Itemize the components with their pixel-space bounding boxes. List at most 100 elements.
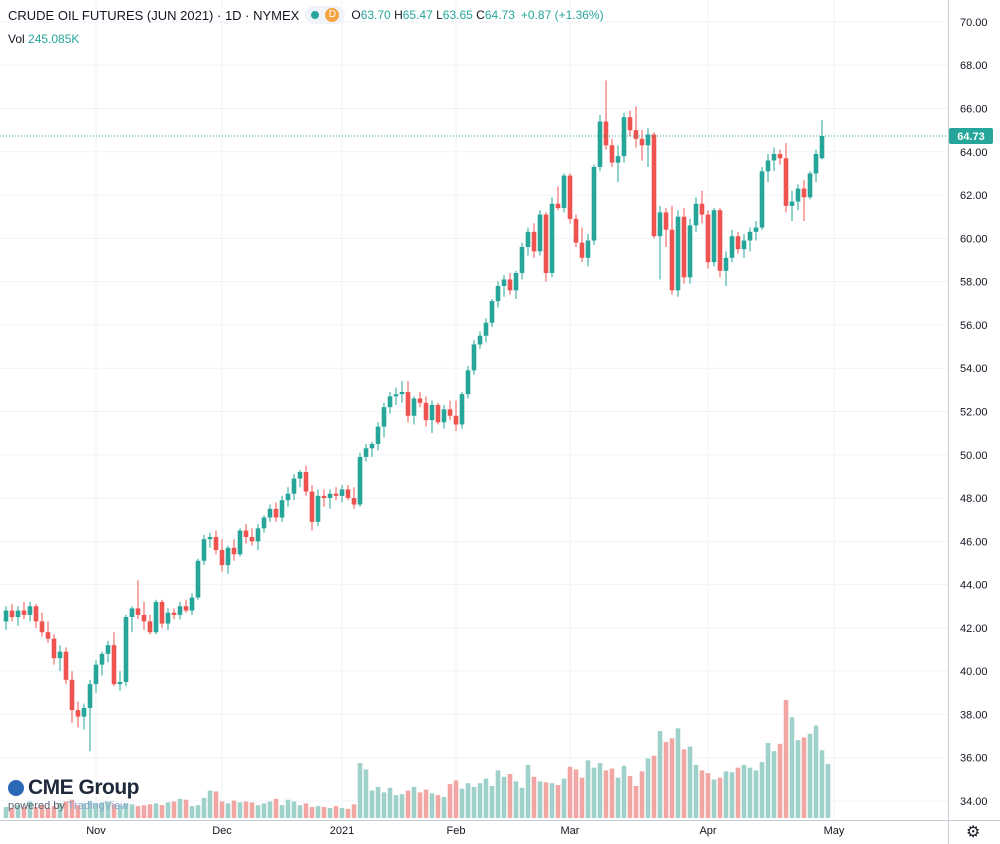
volume-bar [537,781,543,818]
candle-body [723,257,729,271]
candle-body [9,610,15,618]
volume-bar [135,806,141,818]
volume-bar [747,767,753,818]
volume-bar [789,717,795,818]
cme-logo[interactable]: CME Group powered by TradingView [8,776,158,812]
volume-label[interactable]: Vol [8,32,25,46]
volume-bar [603,770,609,818]
candle-body [417,398,423,403]
volume-bar [477,783,483,818]
volume-bar [525,764,531,818]
candle-body [285,493,291,501]
time-tick-label: Nov [86,825,106,837]
volume-bar [729,772,735,818]
volume-bar [705,773,711,818]
price-tick-label: 42.00 [960,623,988,635]
volume-bar [195,805,201,818]
open-value: 63.70 [360,8,391,22]
candle-body [159,601,165,624]
volume-bar [441,796,447,818]
candle-body [93,664,99,685]
volume-bar [291,801,297,818]
candle-body [399,392,405,395]
volume-bar [801,737,807,818]
volume-bar [501,776,507,818]
symbol-title[interactable]: CRUDE OIL FUTURES (JUN 2021) · 1D · NYME… [8,7,300,23]
candle-body [15,610,21,618]
candle-body [267,508,273,518]
volume-bar [621,765,627,818]
volume-bar [159,805,165,818]
candle-body [3,610,9,622]
volume-bar [183,799,189,818]
candle-body [771,153,777,161]
candle-body [27,606,33,615]
volume-legend: Vol 245.085K [8,32,79,46]
logo-powered-by: powered by TradingView [8,800,158,812]
volume-bar [57,803,63,818]
volume-bar [87,801,93,818]
volume-bar [663,742,669,818]
candle-body [99,653,105,665]
volume-bar [765,742,771,818]
volume-bar [249,802,255,818]
price-tick-label: 70.00 [960,17,988,29]
volume-bar [117,805,123,818]
candle-body [153,601,159,633]
candle-body [333,493,339,496]
volume-bar [345,808,351,818]
volume-bar [225,803,231,818]
volume-bar [177,798,183,818]
time-tick-label: Mar [561,825,580,837]
volume-bar [717,777,723,818]
candle-body [441,409,447,423]
candle-body [225,547,231,566]
volume-bar [273,798,279,818]
volume-bar [339,807,345,818]
candle-body [495,285,501,302]
volume-bar [675,728,681,818]
volume-bar [669,738,675,818]
candle-body [501,279,507,286]
candle-body [51,638,57,659]
candle-body [573,218,579,243]
volume-bar [309,807,315,818]
volume-bar [15,805,21,818]
volume-bar [543,782,549,818]
logo-main: CME Group [8,776,158,800]
volume-bar [633,785,639,818]
candle-body [303,472,309,492]
volume-bar [165,802,171,818]
candle-body [219,549,225,566]
volume-bar [681,749,687,818]
candle-body [201,539,207,561]
volume-bar [369,790,375,818]
candle-body [231,547,237,555]
candle-body [207,536,213,540]
volume-bar [261,803,267,818]
price-tick-label: 64.00 [960,147,988,159]
volume-bar [285,799,291,818]
candle-body [699,203,705,215]
volume-bar [399,794,405,818]
volume-bar [27,801,33,818]
volume-bar [45,807,51,818]
candle-body [795,188,801,202]
volume-bar [687,746,693,818]
candle-body [597,121,603,167]
volume-bar [741,764,747,818]
volume-bar [777,743,783,818]
candle-body [513,272,519,291]
interval-badge[interactable]: D [325,8,340,22]
price-tick-label: 44.00 [960,580,988,592]
gear-icon[interactable]: ⚙ [966,824,981,841]
candle-body [387,396,393,408]
volume-bar [735,767,741,818]
candle-body [471,344,477,371]
volume-bar [453,780,459,818]
status-indicator[interactable]: D [305,6,346,24]
candle-body [351,498,357,505]
open-label: O [351,8,361,22]
